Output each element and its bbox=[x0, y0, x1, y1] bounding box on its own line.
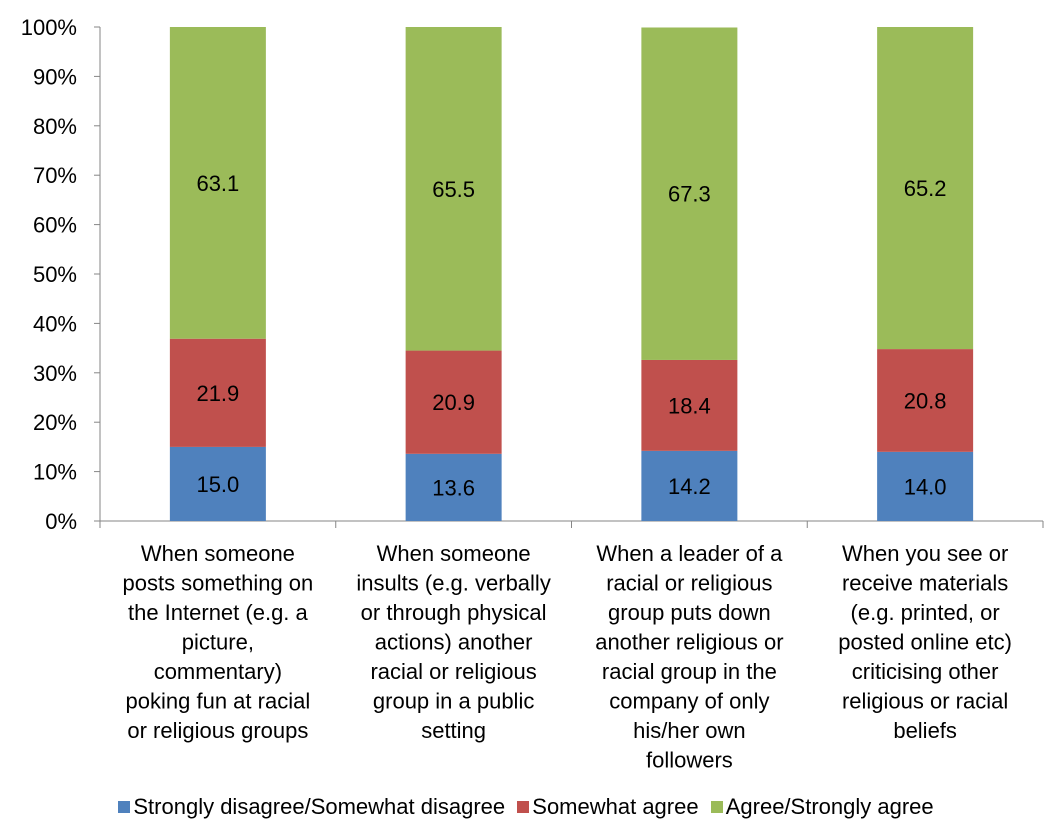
y-tick-label: 90% bbox=[33, 64, 77, 89]
bar-agree-4 bbox=[877, 27, 974, 350]
y-tick-label: 20% bbox=[33, 410, 77, 435]
data-label-disagree-2: 13.6 bbox=[432, 475, 475, 500]
y-tick-label: 40% bbox=[33, 311, 77, 336]
bar-disagree-1 bbox=[169, 446, 266, 521]
legend-label-somewhat-agree: Somewhat agree bbox=[532, 794, 699, 819]
legend-label-agree: Agree/Strongly agree bbox=[725, 794, 934, 819]
y-tick-label: 50% bbox=[33, 262, 77, 287]
data-label-somewhat-agree-3: 18.4 bbox=[668, 393, 711, 418]
data-label-agree-4: 65.2 bbox=[904, 176, 947, 201]
category-label-4: When you see or receive materials (e.g. pr… bbox=[838, 541, 1012, 743]
data-label-disagree-4: 14.0 bbox=[904, 474, 947, 499]
category-label-3: When a leader of a racial or religious gro… bbox=[595, 541, 783, 773]
y-tick-label: 100% bbox=[21, 15, 77, 40]
y-tick-label: 10% bbox=[33, 460, 77, 485]
bar-agree-3 bbox=[641, 27, 738, 360]
legend-swatch-agree bbox=[710, 801, 723, 813]
y-tick-label: 0% bbox=[45, 509, 77, 534]
legend: Strongly disagree/Somewhat disagree Some… bbox=[0, 794, 1052, 820]
category-label-1: When someone posts something on the Intern… bbox=[122, 541, 313, 743]
legend-item-agree: Agree/Strongly agree bbox=[710, 794, 934, 820]
data-label-disagree-1: 15.0 bbox=[196, 472, 239, 497]
bar-agree-2 bbox=[405, 27, 502, 351]
data-label-somewhat-agree-1: 21.9 bbox=[196, 381, 239, 406]
data-label-somewhat-agree-4: 20.8 bbox=[904, 388, 947, 413]
data-label-somewhat-agree-2: 20.9 bbox=[432, 390, 475, 415]
legend-item-somewhat-agree: Somewhat agree bbox=[517, 794, 699, 820]
legend-item-disagree: Strongly disagree/Somewhat disagree bbox=[118, 794, 505, 820]
data-label-disagree-3: 14.2 bbox=[668, 474, 711, 499]
bar-somewhat-agree-4 bbox=[877, 349, 974, 452]
legend-label-disagree: Strongly disagree/Somewhat disagree bbox=[133, 794, 506, 819]
data-label-agree-3: 67.3 bbox=[668, 182, 711, 207]
bar-somewhat-agree-3 bbox=[641, 359, 738, 451]
bar-agree-1 bbox=[169, 27, 266, 339]
bar-disagree-4 bbox=[877, 451, 974, 521]
data-label-agree-1: 63.1 bbox=[196, 171, 239, 196]
bar-somewhat-agree-1 bbox=[169, 338, 266, 447]
legend-swatch-somewhat-agree bbox=[517, 801, 530, 813]
legend-swatch-disagree bbox=[118, 801, 131, 813]
bar-disagree-2 bbox=[405, 453, 502, 521]
bar-disagree-3 bbox=[641, 450, 738, 521]
y-tick-label: 30% bbox=[33, 361, 77, 386]
y-tick-label: 80% bbox=[33, 114, 77, 139]
y-tick-label: 70% bbox=[33, 163, 77, 188]
category-label-2: When someone insults (e.g. verbally or thr… bbox=[356, 541, 550, 743]
bar-somewhat-agree-2 bbox=[405, 350, 502, 454]
y-tick-label: 60% bbox=[33, 213, 77, 238]
data-label-agree-2: 65.5 bbox=[432, 177, 475, 202]
